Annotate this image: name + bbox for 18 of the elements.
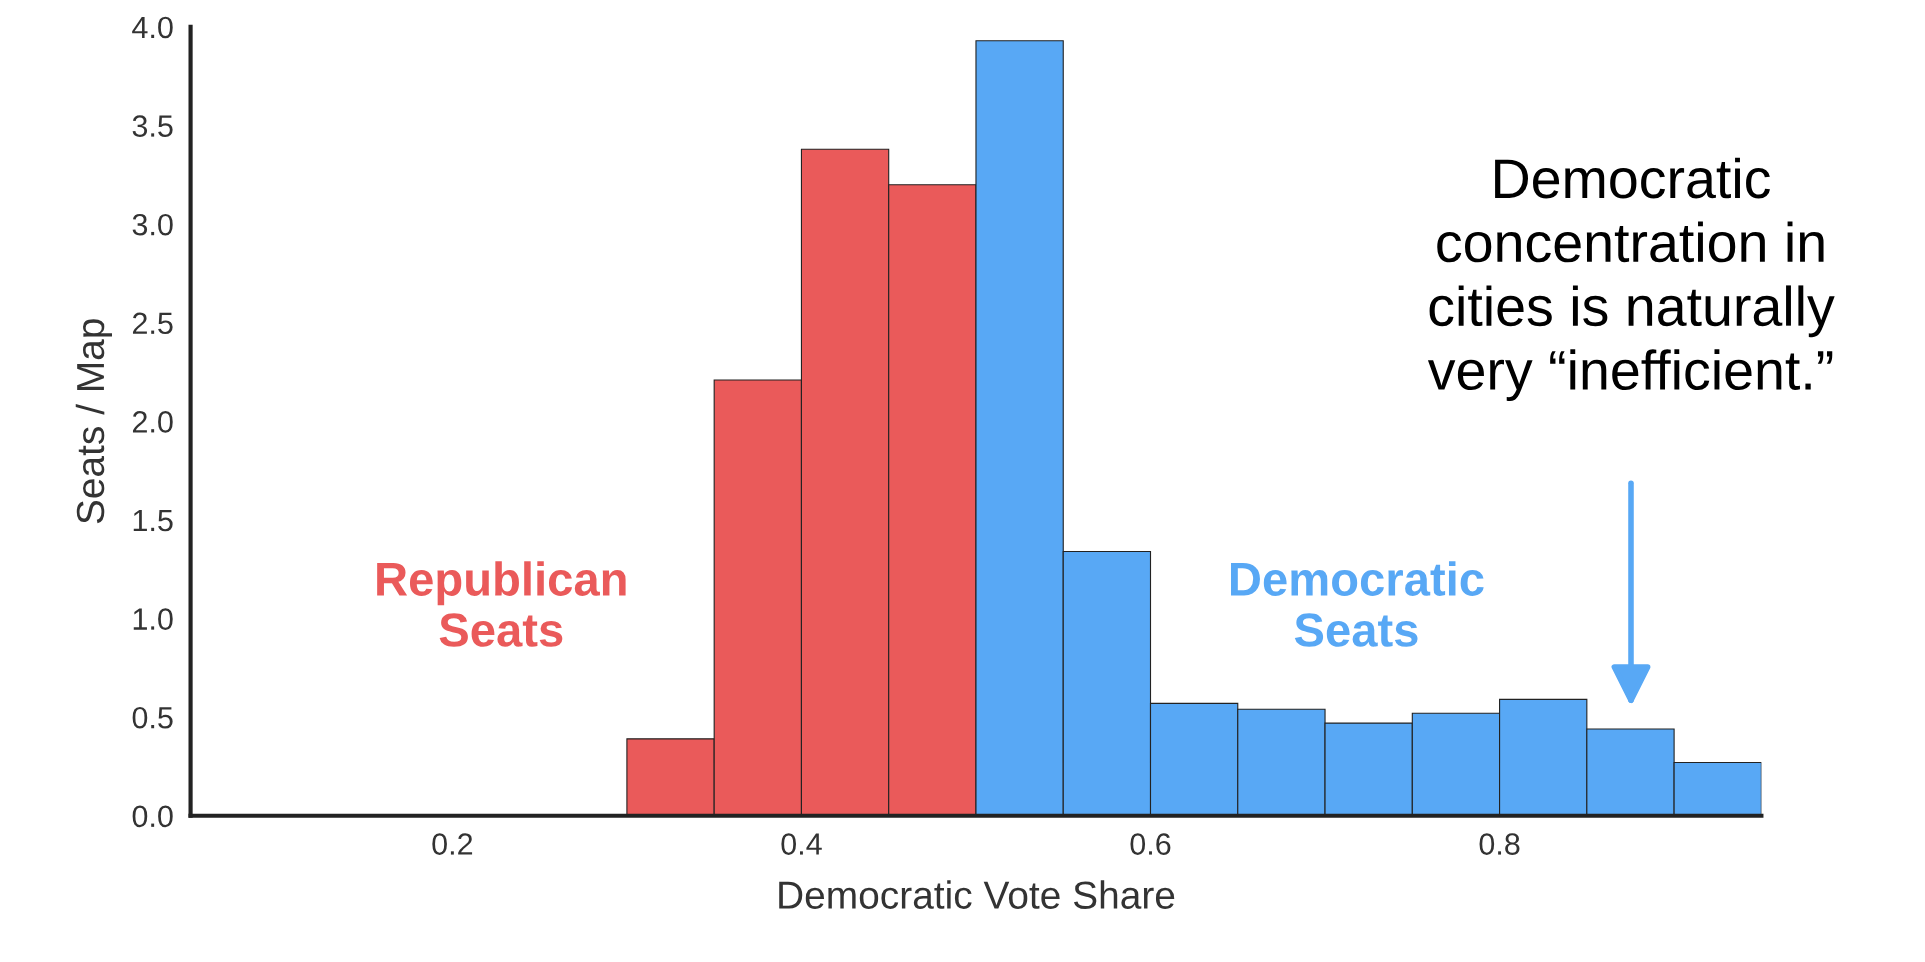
- y-tick-label: 0.5: [132, 706, 173, 729]
- y-tick-label: 2.5: [132, 312, 173, 335]
- series-label: Republican Seats: [377, 561, 626, 647]
- x-tick-label: 0.8: [1479, 833, 1520, 855]
- annotation: Democratic concentration in cities is naturally very “inefficient.”: [1427, 157, 1835, 402]
- x-tick-label: 0.2: [432, 833, 473, 855]
- y-tick-label: 0.0: [132, 805, 173, 828]
- y-tick-label: 1.0: [133, 608, 173, 630]
- y-tick-label: 3.0: [132, 213, 173, 236]
- y-tick-label: 1.5: [133, 510, 173, 532]
- y-tick-label: 3.5: [132, 115, 173, 137]
- x-tick-label: 0.6: [1130, 833, 1171, 855]
- y-axis-title: Seats / Map: [75, 319, 112, 524]
- x-tick-label: 0.4: [781, 833, 822, 855]
- x-axis-title: Democratic Vote Share: [779, 880, 1175, 909]
- y-tick-label: 4.0: [132, 16, 173, 39]
- series-label: Democratic Seats: [1231, 561, 1484, 647]
- y-tick-label: 2.0: [132, 411, 173, 433]
